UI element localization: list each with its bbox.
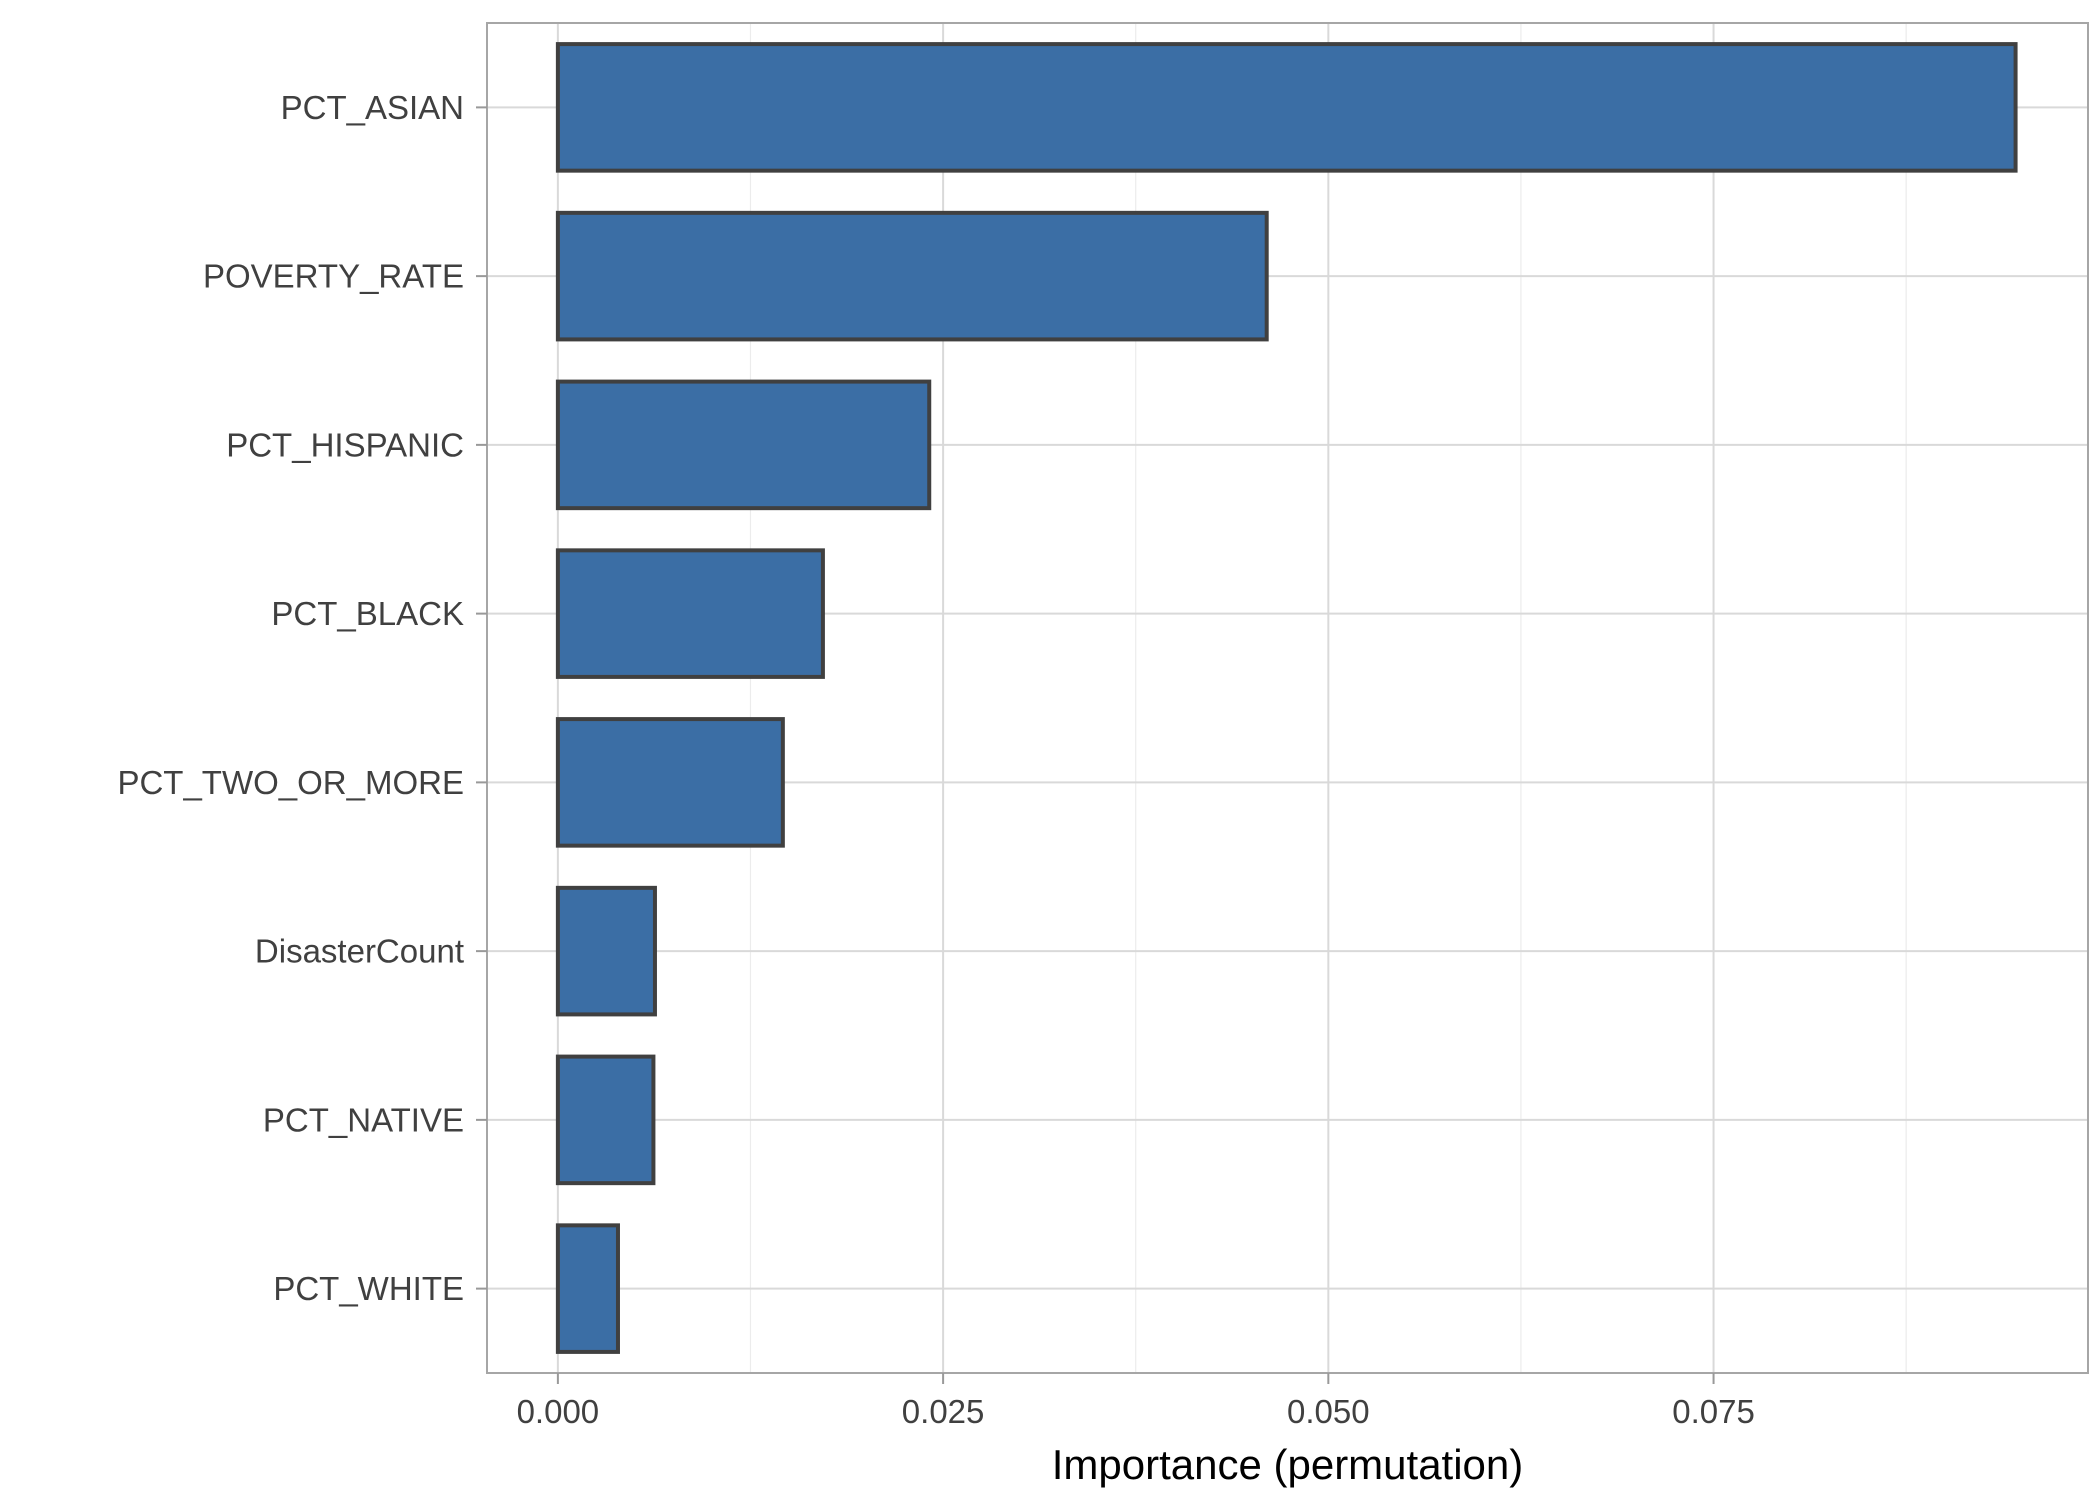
plot-panel-border xyxy=(486,22,2089,1374)
y-tick-label: PCT_TWO_OR_MORE xyxy=(117,764,464,801)
bar-pct-white xyxy=(555,1223,620,1354)
bar-pct-hispanic xyxy=(555,379,932,511)
x-tick-label: 0.025 xyxy=(902,1393,985,1430)
x-tick-label: 0.075 xyxy=(1672,1393,1755,1430)
x-tick-label: 0.050 xyxy=(1287,1393,1370,1430)
y-tick-label: PCT_NATIVE xyxy=(263,1101,464,1138)
bar-pct-two-or-more xyxy=(555,717,785,848)
bar-pct-black xyxy=(555,548,825,679)
x-tick-label: 0.000 xyxy=(517,1393,600,1430)
y-tick-label: PCT_HISPANIC xyxy=(226,426,464,463)
bar-pct-asian xyxy=(555,42,2018,173)
x-axis-labels: 0.000 0.025 0.050 0.075 xyxy=(517,1393,1755,1430)
y-tick-label: DisasterCount xyxy=(255,933,464,970)
bar-poverty-rate xyxy=(555,210,1269,342)
x-axis-title: Importance (permutation) xyxy=(1052,1441,1524,1488)
bar-pct-native xyxy=(555,1054,656,1186)
bar-disastercount xyxy=(555,885,657,1017)
y-tick-label: PCT_ASIAN xyxy=(281,89,464,126)
y-tick-label: POVERTY_RATE xyxy=(203,258,464,295)
y-tick-label: PCT_BLACK xyxy=(271,595,464,632)
axis-ticks xyxy=(476,106,1715,1384)
y-tick-label: PCT_WHITE xyxy=(273,1270,464,1307)
y-axis-labels: PCT_ASIAN POVERTY_RATE PCT_HISPANIC PCT_BLA… xyxy=(117,89,464,1307)
bars xyxy=(555,42,2018,1354)
